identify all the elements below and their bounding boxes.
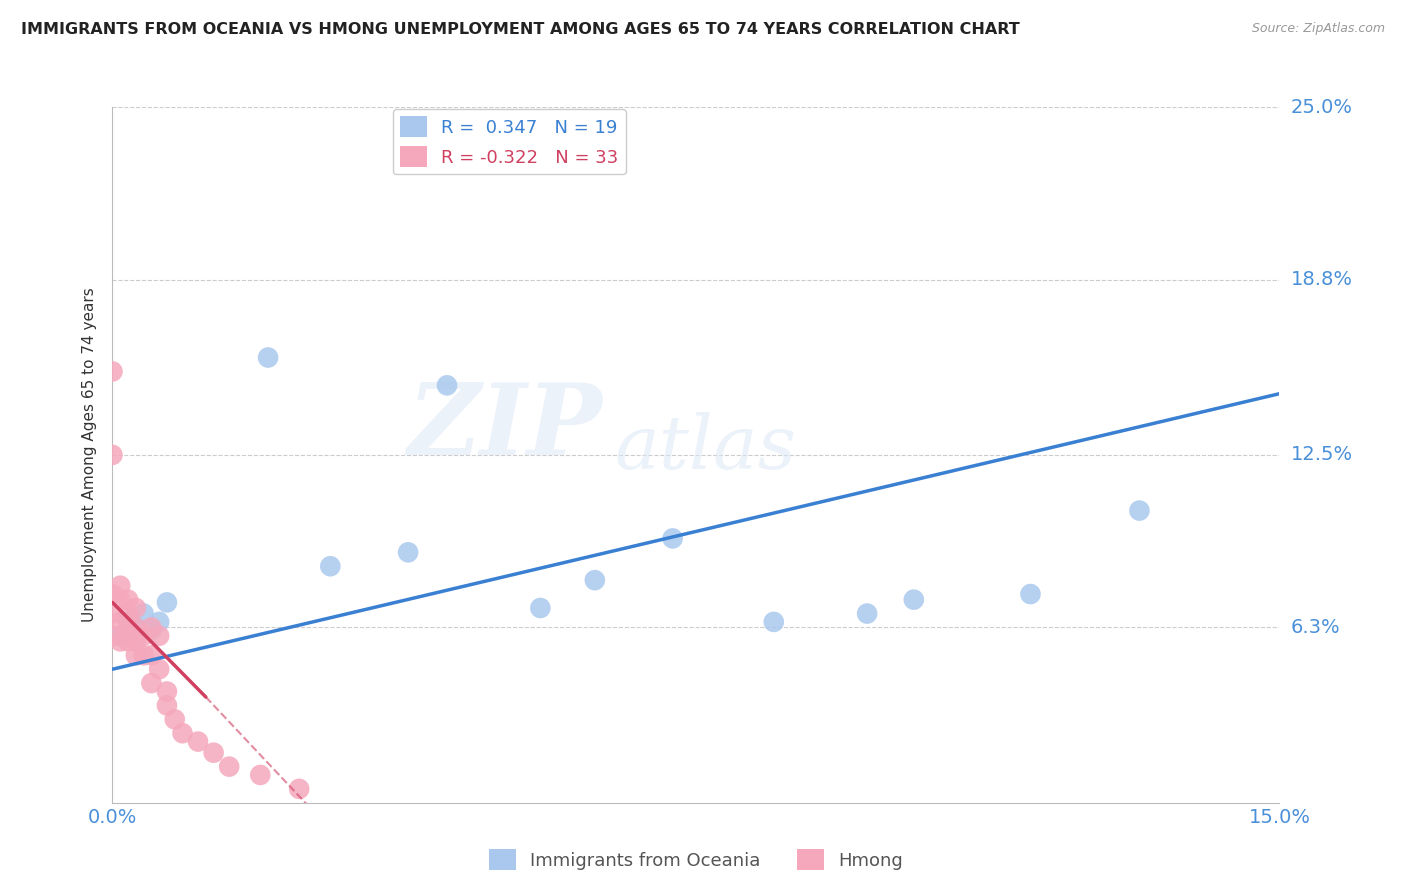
- Point: [101, 587, 124, 601]
- Point: [1128, 503, 1150, 517]
- Text: 25.0%: 25.0%: [1291, 97, 1353, 117]
- Point: [156, 698, 179, 713]
- Point: [903, 592, 925, 607]
- Point: [202, 746, 225, 760]
- Point: [110, 629, 132, 643]
- Point: [117, 615, 139, 629]
- Point: [529, 601, 551, 615]
- Point: [156, 684, 179, 698]
- Point: [319, 559, 342, 574]
- Y-axis label: Unemployment Among Ages 65 to 74 years: Unemployment Among Ages 65 to 74 years: [82, 287, 97, 623]
- Point: [661, 532, 683, 546]
- Text: Source: ZipAtlas.com: Source: ZipAtlas.com: [1251, 22, 1385, 36]
- Point: [257, 351, 280, 365]
- Point: [132, 607, 155, 621]
- Point: [141, 648, 163, 663]
- Point: [148, 662, 170, 676]
- Point: [856, 607, 879, 621]
- Point: [218, 759, 240, 773]
- Point: [148, 629, 170, 643]
- Point: [110, 634, 132, 648]
- Point: [583, 573, 606, 587]
- Point: [101, 448, 124, 462]
- Point: [110, 615, 132, 629]
- Point: [132, 648, 155, 663]
- Point: [101, 607, 124, 621]
- Point: [172, 726, 194, 740]
- Point: [141, 624, 163, 638]
- Point: [762, 615, 785, 629]
- Text: 18.8%: 18.8%: [1291, 270, 1353, 289]
- Point: [117, 592, 139, 607]
- Text: atlas: atlas: [614, 412, 796, 484]
- Point: [117, 620, 139, 634]
- Point: [125, 620, 148, 634]
- Text: ZIP: ZIP: [408, 379, 603, 475]
- Point: [117, 607, 139, 621]
- Point: [249, 768, 271, 782]
- Text: 6.3%: 6.3%: [1291, 618, 1340, 637]
- Point: [156, 595, 179, 609]
- Point: [117, 634, 139, 648]
- Point: [141, 620, 163, 634]
- Point: [110, 592, 132, 607]
- Point: [187, 734, 209, 748]
- Point: [101, 629, 124, 643]
- Text: 12.5%: 12.5%: [1291, 445, 1353, 465]
- Point: [125, 648, 148, 663]
- Point: [125, 634, 148, 648]
- Point: [132, 629, 155, 643]
- Point: [163, 712, 186, 726]
- Point: [125, 601, 148, 615]
- Point: [110, 579, 132, 593]
- Point: [288, 781, 311, 796]
- Point: [141, 676, 163, 690]
- Point: [125, 620, 148, 634]
- Text: IMMIGRANTS FROM OCEANIA VS HMONG UNEMPLOYMENT AMONG AGES 65 TO 74 YEARS CORRELAT: IMMIGRANTS FROM OCEANIA VS HMONG UNEMPLO…: [21, 22, 1019, 37]
- Point: [1019, 587, 1042, 601]
- Legend: Immigrants from Oceania, Hmong: Immigrants from Oceania, Hmong: [482, 842, 910, 877]
- Point: [148, 615, 170, 629]
- Point: [436, 378, 458, 392]
- Point: [396, 545, 419, 559]
- Point: [101, 364, 124, 378]
